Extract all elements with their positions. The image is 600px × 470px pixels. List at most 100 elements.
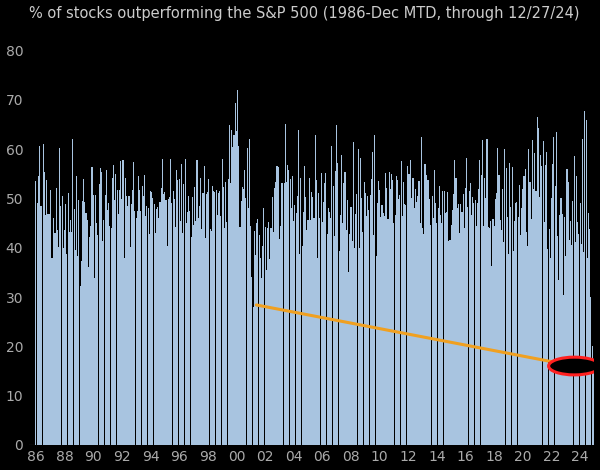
- Bar: [402, 216, 403, 445]
- Bar: [218, 193, 219, 445]
- Bar: [90, 227, 91, 445]
- Bar: [233, 135, 235, 445]
- Bar: [158, 218, 160, 445]
- Bar: [522, 189, 523, 445]
- Bar: [59, 148, 61, 445]
- Bar: [35, 181, 37, 445]
- Bar: [574, 156, 575, 445]
- Bar: [53, 218, 55, 445]
- Bar: [389, 172, 390, 445]
- Bar: [483, 226, 484, 445]
- Bar: [379, 190, 380, 445]
- Bar: [227, 179, 229, 445]
- Bar: [503, 243, 504, 445]
- Bar: [552, 164, 553, 445]
- Bar: [259, 235, 260, 445]
- Bar: [408, 174, 409, 445]
- Bar: [277, 166, 278, 445]
- Bar: [451, 225, 452, 445]
- Bar: [463, 194, 464, 445]
- Bar: [481, 175, 482, 445]
- Bar: [542, 141, 544, 445]
- Bar: [534, 153, 535, 445]
- Bar: [586, 119, 587, 445]
- Bar: [380, 217, 382, 445]
- Bar: [479, 160, 481, 445]
- Bar: [127, 206, 128, 445]
- Bar: [499, 175, 500, 445]
- Bar: [397, 180, 398, 445]
- Bar: [434, 170, 435, 445]
- Bar: [460, 204, 461, 445]
- Bar: [223, 187, 224, 445]
- Bar: [569, 240, 570, 445]
- Bar: [326, 234, 328, 445]
- Bar: [440, 215, 441, 445]
- Bar: [568, 182, 569, 445]
- Bar: [341, 155, 342, 445]
- Bar: [358, 149, 359, 445]
- Bar: [88, 266, 89, 445]
- Bar: [494, 226, 495, 445]
- Bar: [497, 148, 499, 445]
- Bar: [507, 217, 508, 445]
- Bar: [373, 235, 374, 445]
- Bar: [446, 212, 447, 445]
- Bar: [577, 222, 578, 445]
- Bar: [108, 203, 109, 445]
- Bar: [102, 242, 103, 445]
- Bar: [523, 176, 524, 445]
- Bar: [429, 199, 430, 445]
- Bar: [57, 230, 58, 445]
- Bar: [467, 206, 469, 445]
- Bar: [538, 128, 539, 445]
- Bar: [580, 203, 581, 445]
- Bar: [447, 192, 448, 445]
- Bar: [359, 248, 360, 445]
- Bar: [250, 226, 251, 445]
- Bar: [520, 235, 521, 445]
- Bar: [50, 190, 51, 445]
- Bar: [385, 173, 386, 445]
- Bar: [487, 139, 488, 445]
- Bar: [249, 139, 250, 445]
- Bar: [582, 139, 583, 445]
- Bar: [593, 366, 594, 445]
- Bar: [587, 258, 588, 445]
- Bar: [163, 194, 164, 445]
- Bar: [340, 215, 341, 445]
- Bar: [291, 208, 292, 445]
- Bar: [220, 216, 221, 445]
- Bar: [386, 188, 388, 445]
- Bar: [261, 278, 262, 445]
- Bar: [360, 158, 361, 445]
- Bar: [412, 178, 413, 445]
- Bar: [46, 180, 47, 445]
- Bar: [423, 235, 424, 445]
- Bar: [431, 196, 433, 445]
- Bar: [83, 179, 84, 445]
- Bar: [213, 191, 214, 445]
- Bar: [558, 281, 559, 445]
- Bar: [461, 212, 463, 445]
- Bar: [133, 162, 134, 445]
- Bar: [323, 202, 324, 445]
- Bar: [193, 225, 194, 445]
- Bar: [346, 230, 347, 445]
- Bar: [77, 257, 78, 445]
- Bar: [85, 213, 86, 445]
- Bar: [356, 194, 358, 445]
- Bar: [170, 159, 171, 445]
- Bar: [214, 192, 215, 445]
- Bar: [266, 270, 267, 445]
- Bar: [454, 160, 455, 445]
- Bar: [526, 232, 527, 445]
- Bar: [49, 214, 50, 445]
- Bar: [194, 187, 195, 445]
- Bar: [197, 218, 199, 445]
- Bar: [514, 221, 515, 445]
- Bar: [489, 228, 490, 445]
- Bar: [44, 172, 45, 445]
- Bar: [174, 199, 175, 445]
- Bar: [546, 152, 547, 445]
